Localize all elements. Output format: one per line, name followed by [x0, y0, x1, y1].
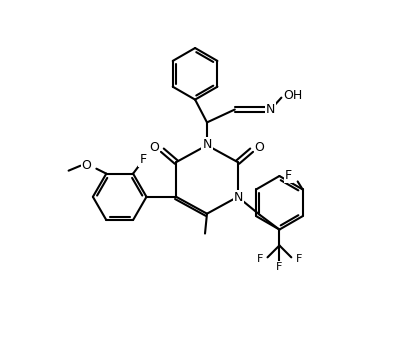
Text: F: F: [285, 169, 292, 182]
Text: O: O: [150, 141, 159, 154]
Text: N: N: [202, 138, 212, 151]
Text: OH: OH: [284, 89, 303, 102]
Text: F: F: [256, 254, 263, 264]
Text: F: F: [276, 262, 283, 272]
Text: N: N: [234, 191, 243, 204]
Text: O: O: [255, 141, 265, 154]
Text: N: N: [266, 103, 275, 116]
Text: O: O: [82, 159, 91, 172]
Text: F: F: [139, 153, 147, 166]
Text: F: F: [296, 254, 302, 264]
